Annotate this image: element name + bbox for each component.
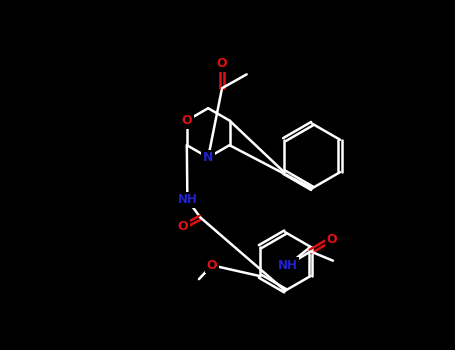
Text: O: O [207, 259, 217, 272]
Text: O: O [177, 220, 188, 233]
Text: NH: NH [177, 193, 197, 206]
Text: N: N [203, 151, 213, 164]
Text: O: O [326, 233, 337, 246]
Text: O: O [217, 57, 228, 70]
Text: NH: NH [278, 259, 298, 272]
Text: O: O [182, 114, 192, 127]
